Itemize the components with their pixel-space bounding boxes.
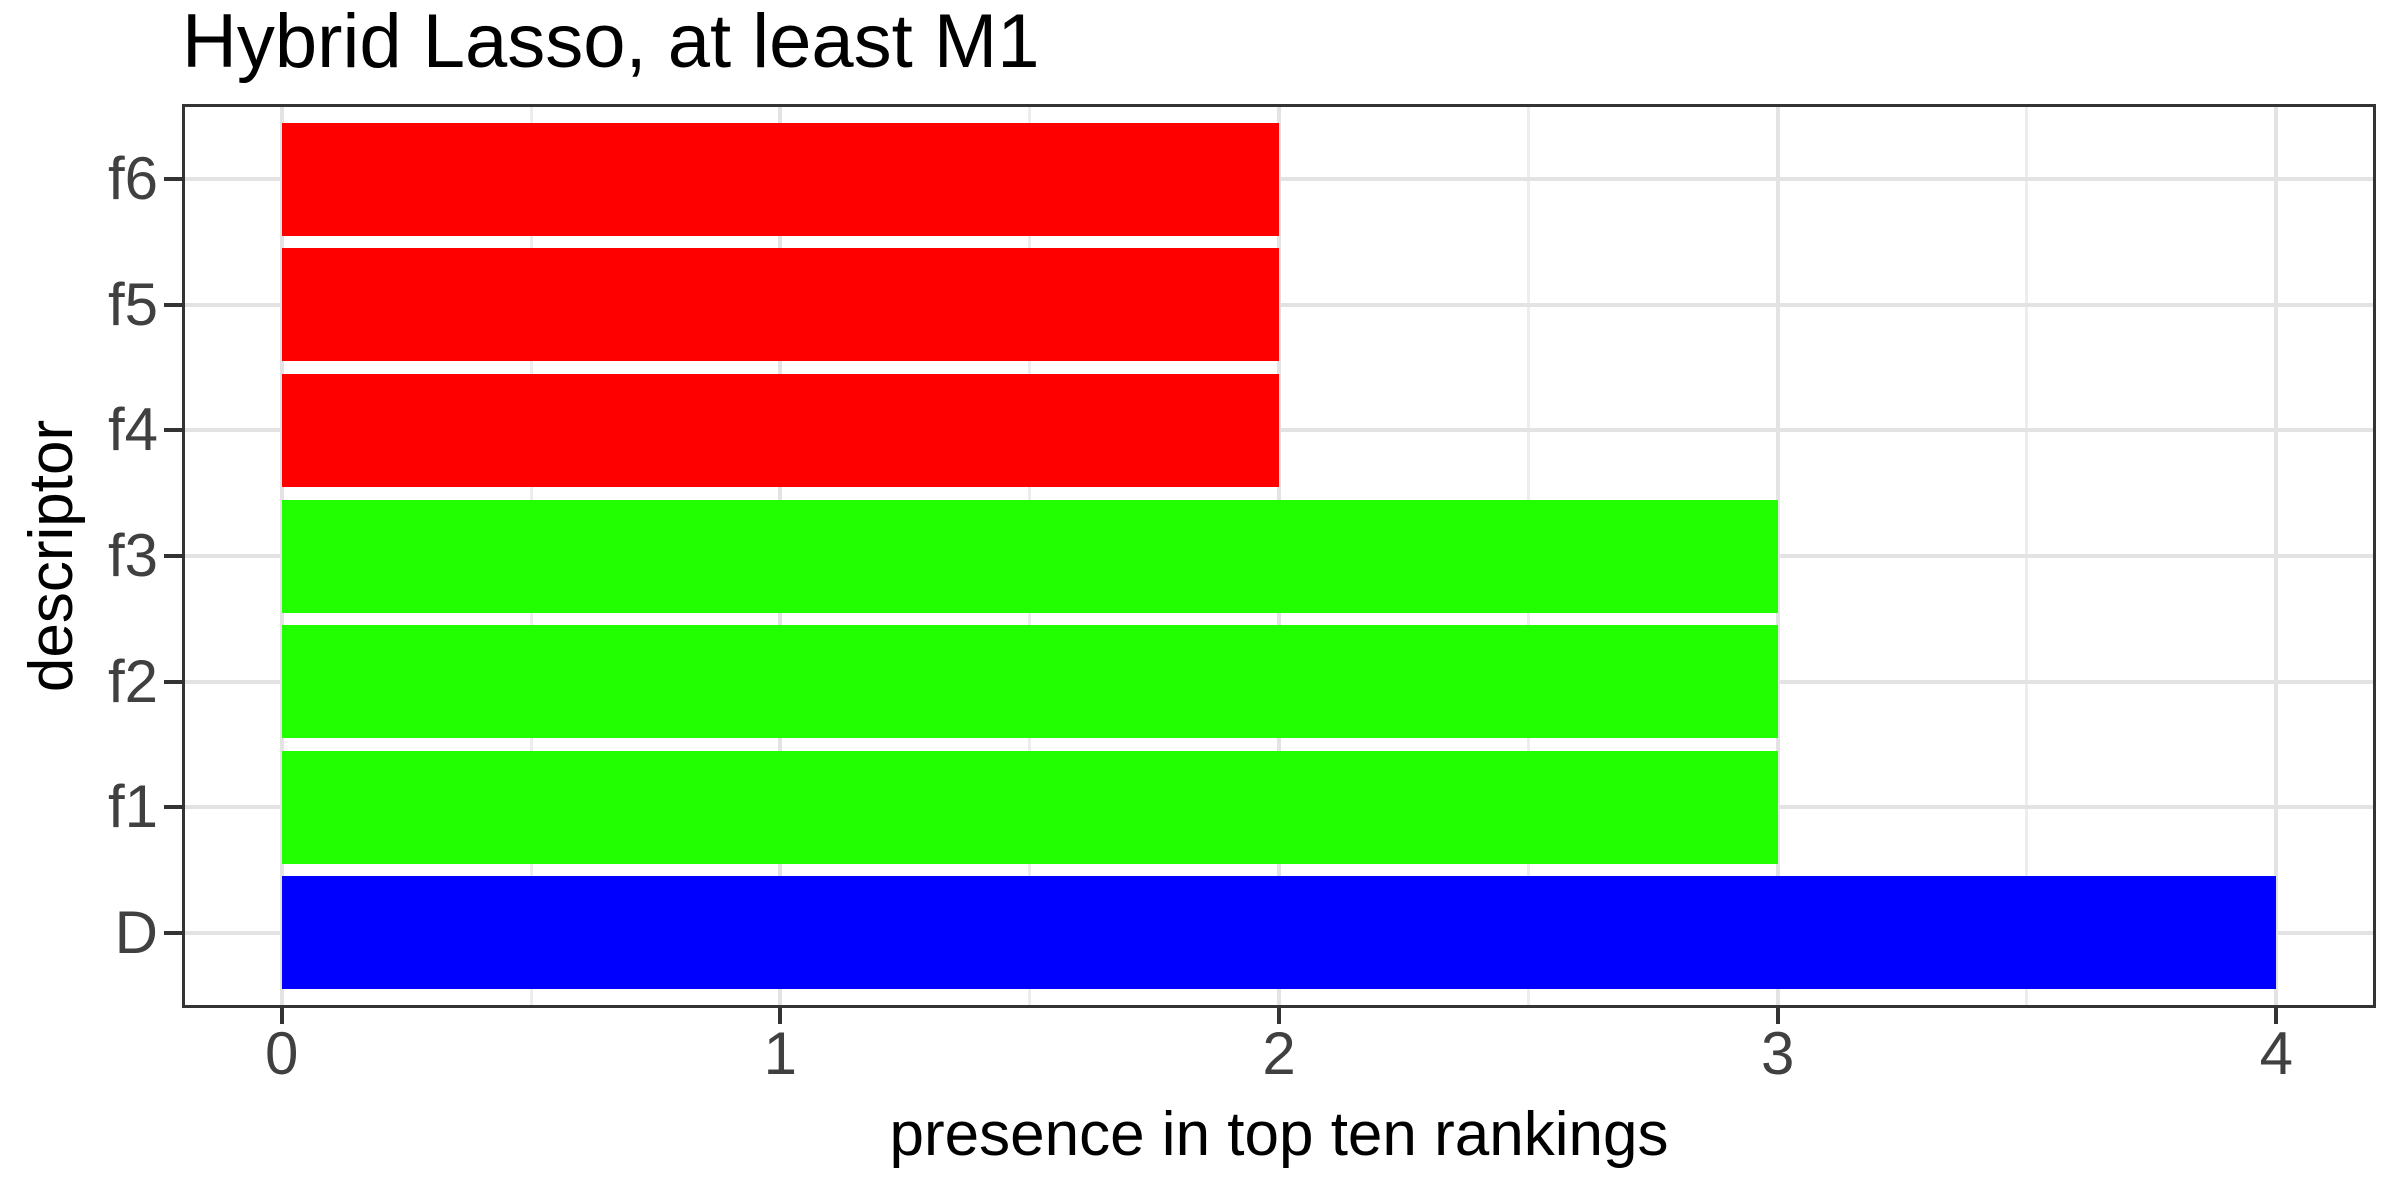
- bar-D: [281, 876, 2277, 990]
- x-tick-label: 3: [1760, 1020, 1795, 1087]
- y-gridline-major: [182, 428, 2376, 433]
- y-tick-label: f6: [107, 145, 158, 213]
- x-tick-label: 4: [2259, 1020, 2293, 1087]
- bar-f5: [281, 248, 1279, 362]
- y-tick-mark: [164, 177, 182, 182]
- y-tick-label: f1: [107, 773, 158, 841]
- y-tick-mark: [164, 302, 182, 307]
- y-tick-mark: [164, 679, 182, 684]
- y-gridline-major: [182, 302, 2376, 307]
- y-tick-label: f5: [107, 270, 158, 338]
- y-tick-mark: [164, 428, 182, 433]
- x-tick-mark: [778, 1008, 783, 1024]
- y-tick-label: f3: [107, 522, 158, 589]
- y-tick-label: f2: [107, 647, 158, 715]
- y-gridline-major: [182, 177, 2376, 182]
- bar-f6: [281, 122, 1279, 236]
- x-tick-mark: [1775, 1008, 1780, 1024]
- y-tick-label: D: [114, 898, 158, 966]
- bar-f4: [281, 373, 1279, 487]
- x-tick-label: 1: [763, 1020, 798, 1087]
- y-tick-mark: [164, 805, 182, 810]
- chart-title: Hybrid Lasso, at least M1: [182, 0, 1040, 84]
- plot-panel: [182, 104, 2376, 1008]
- x-tick-label: 2: [1262, 1020, 1296, 1087]
- x-tick-label: 0: [265, 1020, 299, 1087]
- bar-f3: [281, 499, 1778, 613]
- x-tick-mark: [1277, 1008, 1281, 1024]
- x-tick-mark: [279, 1008, 284, 1024]
- y-tick-mark: [164, 930, 182, 935]
- y-tick-mark: [164, 554, 182, 558]
- x-axis-title: presence in top ten rankings: [889, 1100, 1669, 1169]
- bar-f1: [281, 750, 1778, 864]
- x-tick-mark: [2274, 1008, 2279, 1024]
- bar-f2: [281, 625, 1778, 739]
- y-tick-label: f4: [107, 396, 158, 464]
